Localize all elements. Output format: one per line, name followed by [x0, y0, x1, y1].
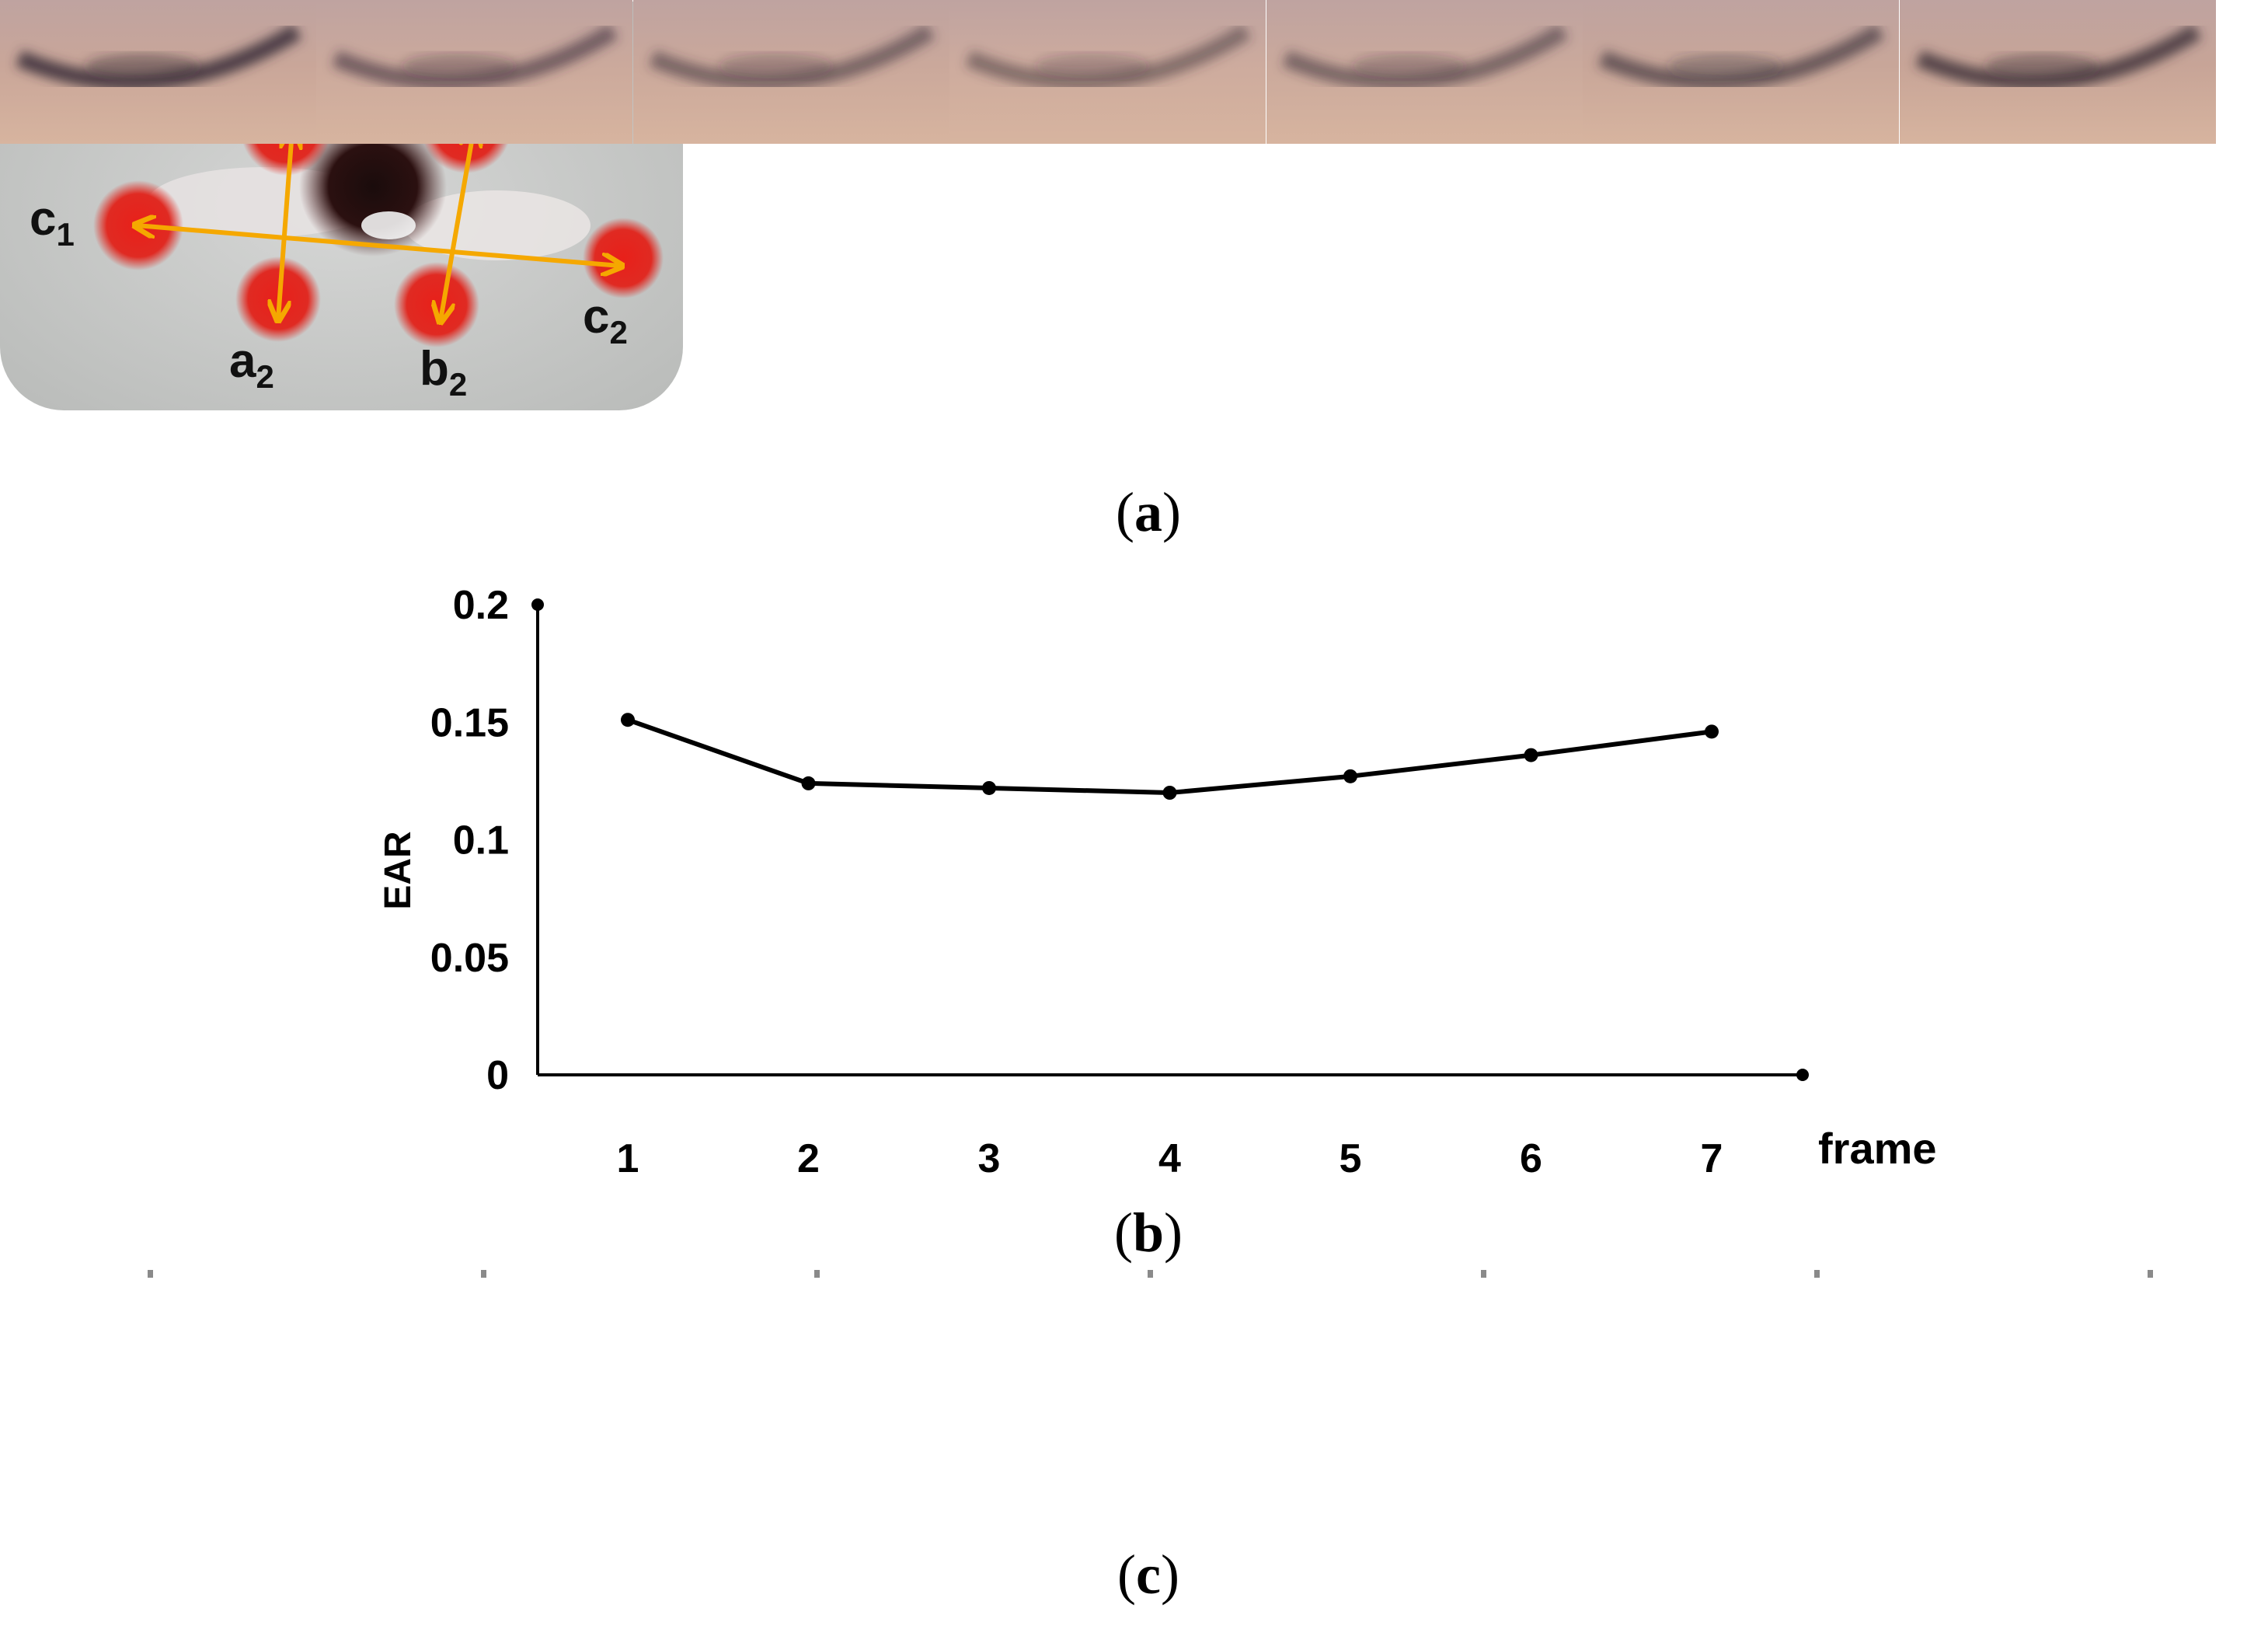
y-tick-label: 0.2: [453, 583, 509, 628]
ear-point-6: [1524, 748, 1538, 762]
eye-frame-4: [949, 0, 1266, 144]
horizontal-arrow-c: [137, 225, 620, 266]
frame-tick-4: [1148, 1270, 1153, 1278]
eye-frame-2: [316, 0, 633, 144]
x-tick-label: 6: [1520, 1136, 1542, 1181]
ear-line: [627, 717, 1712, 795]
x-tick-label: 5: [1340, 1136, 1362, 1181]
eye-frame-strip: [0, 0, 2216, 554]
ear-point-3: [982, 780, 996, 795]
x-tick-label: 3: [978, 1136, 1001, 1181]
frame-tick-2: [481, 1270, 486, 1278]
ear-point-5: [1343, 769, 1357, 783]
eye-frame-6: [1583, 0, 1900, 144]
ear-line-chart: 0 0.05 0.1 0.15 0.2 1 2 3 4 5 6 7 EAR frame: [378, 583, 1937, 1181]
eye-frame-5: [1266, 0, 1583, 144]
landmark-label-c1: c1: [30, 192, 75, 253]
frame-tick-6: [1814, 1270, 1820, 1278]
caption-a: (a): [1116, 481, 1181, 543]
landmark-label-c2: c2: [583, 290, 628, 351]
frame-tick-1: [148, 1270, 153, 1278]
frame-tick-7: [2148, 1270, 2153, 1278]
y-axis-label: EAR: [378, 831, 419, 909]
ear-point-4: [1162, 786, 1177, 800]
eye-frame-3: [632, 0, 950, 144]
eye-frame-1: [0, 0, 317, 144]
eye-frame-7: [1899, 0, 2217, 144]
frame-tick-5: [1481, 1270, 1486, 1278]
y-tick-label: 0.05: [430, 936, 509, 981]
landmark-label-b2: b2: [420, 342, 467, 403]
landmark-label-a2: a2: [229, 334, 274, 395]
ear-point-7: [1705, 724, 1719, 739]
y-axis-end-dot: [531, 598, 544, 611]
y-tick-label: 0.15: [430, 700, 509, 745]
tick-labels: 0 0.05 0.1 0.15 0.2 1 2 3 4 5 6 7: [430, 583, 1723, 1181]
ear-point-2: [801, 776, 816, 790]
ear-series: [621, 713, 1719, 800]
x-tick-label: 4: [1158, 1136, 1181, 1181]
x-tick-label: 7: [1701, 1136, 1723, 1181]
x-tick-label: 2: [797, 1136, 820, 1181]
x-tick-label: 1: [617, 1136, 639, 1181]
x-axis-end-dot: [1796, 1069, 1809, 1081]
frame-tick-3: [814, 1270, 820, 1278]
chart-axes: [531, 598, 1809, 1081]
ear-point-1: [621, 713, 635, 727]
x-axis-label: frame: [1818, 1124, 1937, 1173]
y-tick-label: 0.1: [453, 818, 509, 863]
caption-c: (c): [1117, 1544, 1179, 1606]
y-tick-label: 0: [486, 1053, 509, 1098]
caption-b: (b): [1113, 1202, 1183, 1264]
